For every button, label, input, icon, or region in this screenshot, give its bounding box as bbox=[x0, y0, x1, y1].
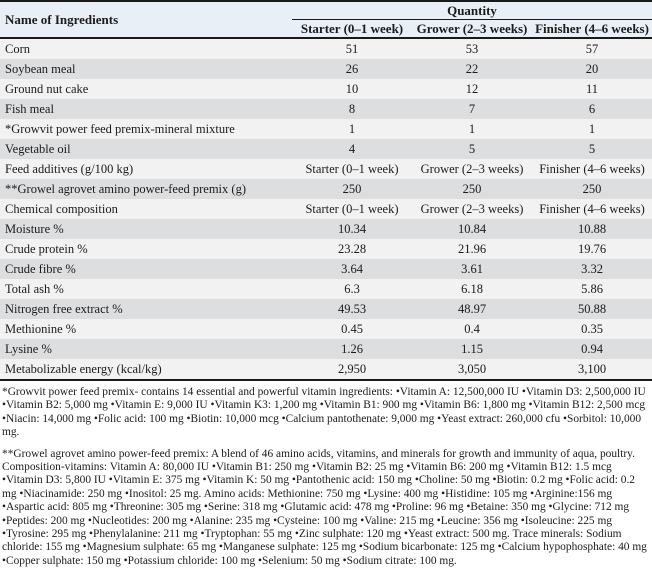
parameter-name-cell: Metabolizable energy (kcal/kg) bbox=[0, 359, 292, 381]
finisher-value-cell: 57 bbox=[532, 38, 652, 59]
finisher-value-cell: 0.94 bbox=[532, 339, 652, 359]
parameter-name-cell: Nitrogen free extract % bbox=[0, 299, 292, 319]
parameter-name-cell: Lysine % bbox=[0, 339, 292, 359]
ingredient-name-cell: *Growvit power feed premix-mineral mixtu… bbox=[0, 119, 292, 139]
starter-value-cell: 3.64 bbox=[292, 259, 412, 279]
ingredient-name-cell: Fish meal bbox=[0, 99, 292, 119]
grower-period-cell: Grower (2–3 weeks) bbox=[412, 199, 532, 219]
finisher-value-cell: 11 bbox=[532, 79, 652, 99]
table-row-fish-meal: Fish meal 8 7 6 bbox=[0, 99, 652, 119]
ingredient-name-cell: Soybean meal bbox=[0, 59, 292, 79]
starter-value-cell: 4 bbox=[292, 139, 412, 159]
finisher-value-cell: 5.86 bbox=[532, 279, 652, 299]
finisher-value-cell: 1 bbox=[532, 119, 652, 139]
starter-value-cell: 49.53 bbox=[292, 299, 412, 319]
starter-value-cell: 8 bbox=[292, 99, 412, 119]
grower-value-cell: 53 bbox=[412, 38, 532, 59]
section-label-cell: Chemical composition bbox=[0, 199, 292, 219]
grower-value-cell: 3.61 bbox=[412, 259, 532, 279]
table-row-moisture: Moisture % 10.34 10.84 10.88 bbox=[0, 219, 652, 239]
table-row-vegetable-oil: Vegetable oil 4 5 5 bbox=[0, 139, 652, 159]
finisher-value-cell: 5 bbox=[532, 139, 652, 159]
header-row-periods: Starter (0–1 week) Grower (2–3 weeks) Fi… bbox=[0, 19, 652, 39]
starter-value-cell: 26 bbox=[292, 59, 412, 79]
ingredient-name-cell: **Growel agrovet amino power-feed premix… bbox=[0, 179, 292, 199]
starter-value-cell: 0.45 bbox=[292, 319, 412, 339]
finisher-value-cell: 250 bbox=[532, 179, 652, 199]
parameter-name-cell: Total ash % bbox=[0, 279, 292, 299]
finisher-value-cell: 0.35 bbox=[532, 319, 652, 339]
table-row-soybean-meal: Soybean meal 26 22 20 bbox=[0, 59, 652, 79]
table-body: Corn 51 53 57 Soybean meal 26 22 20 Grou… bbox=[0, 38, 652, 381]
feed-ingredients-table: Name of Ingredients Quantity Starter (0–… bbox=[0, 0, 652, 381]
table-row-growvit-premix: *Growvit power feed premix-mineral mixtu… bbox=[0, 119, 652, 139]
finisher-period-cell: Finisher (4–6 weeks) bbox=[532, 159, 652, 179]
grower-value-cell: 1.15 bbox=[412, 339, 532, 359]
column-header-grower: Grower (2–3 weeks) bbox=[412, 19, 532, 39]
finisher-period-cell: Finisher (4–6 weeks) bbox=[532, 199, 652, 219]
grower-value-cell: 1 bbox=[412, 119, 532, 139]
grower-value-cell: 7 bbox=[412, 99, 532, 119]
table-row-crude-protein: Crude protein % 23.28 21.96 19.76 bbox=[0, 239, 652, 259]
ingredient-name-cell: Vegetable oil bbox=[0, 139, 292, 159]
grower-value-cell: 48.97 bbox=[412, 299, 532, 319]
parameter-name-cell: Methionine % bbox=[0, 319, 292, 339]
grower-period-cell: Grower (2–3 weeks) bbox=[412, 159, 532, 179]
table-footnotes: *Growvit power feed premix- contains 14 … bbox=[0, 381, 652, 568]
table-row-corn: Corn 51 53 57 bbox=[0, 38, 652, 59]
starter-value-cell: 2,950 bbox=[292, 359, 412, 381]
ingredient-name-cell: Ground nut cake bbox=[0, 79, 292, 99]
footnote-growel-premix: **Growel agrovet amino power-feed premix… bbox=[2, 447, 647, 567]
ingredient-name-cell: Corn bbox=[0, 38, 292, 59]
table-header: Name of Ingredients Quantity Starter (0–… bbox=[0, 1, 652, 39]
table-row-growel-premix: **Growel agrovet amino power-feed premix… bbox=[0, 179, 652, 199]
parameter-name-cell: Moisture % bbox=[0, 219, 292, 239]
table-row-nitrogen-free-extract: Nitrogen free extract % 49.53 48.97 50.8… bbox=[0, 299, 652, 319]
starter-value-cell: 10.34 bbox=[292, 219, 412, 239]
finisher-value-cell: 3.32 bbox=[532, 259, 652, 279]
finisher-value-cell: 3,100 bbox=[532, 359, 652, 381]
table-row-chemical-composition-section: Chemical composition Starter (0–1 week) … bbox=[0, 199, 652, 219]
table-row-ground-nut-cake: Ground nut cake 10 12 11 bbox=[0, 79, 652, 99]
grower-value-cell: 12 bbox=[412, 79, 532, 99]
grower-value-cell: 6.18 bbox=[412, 279, 532, 299]
column-header-finisher: Finisher (4–6 weeks) bbox=[532, 19, 652, 39]
table-row-methionine: Methionine % 0.45 0.4 0.35 bbox=[0, 319, 652, 339]
column-header-name-of-ingredients: Name of Ingredients bbox=[0, 1, 292, 39]
finisher-value-cell: 20 bbox=[532, 59, 652, 79]
section-label-cell: Feed additives (g/100 kg) bbox=[0, 159, 292, 179]
starter-value-cell: 10 bbox=[292, 79, 412, 99]
finisher-value-cell: 50.88 bbox=[532, 299, 652, 319]
table-row-metabolizable-energy: Metabolizable energy (kcal/kg) 2,950 3,0… bbox=[0, 359, 652, 381]
grower-value-cell: 10.84 bbox=[412, 219, 532, 239]
table-row-crude-fibre: Crude fibre % 3.64 3.61 3.32 bbox=[0, 259, 652, 279]
grower-value-cell: 250 bbox=[412, 179, 532, 199]
starter-period-cell: Starter (0–1 week) bbox=[292, 159, 412, 179]
parameter-name-cell: Crude protein % bbox=[0, 239, 292, 259]
table-row-feed-additives-section: Feed additives (g/100 kg) Starter (0–1 w… bbox=[0, 159, 652, 179]
table-row-lysine: Lysine % 1.26 1.15 0.94 bbox=[0, 339, 652, 359]
starter-value-cell: 1 bbox=[292, 119, 412, 139]
starter-value-cell: 23.28 bbox=[292, 239, 412, 259]
grower-value-cell: 5 bbox=[412, 139, 532, 159]
grower-value-cell: 0.4 bbox=[412, 319, 532, 339]
starter-period-cell: Starter (0–1 week) bbox=[292, 199, 412, 219]
finisher-value-cell: 10.88 bbox=[532, 219, 652, 239]
finisher-value-cell: 19.76 bbox=[532, 239, 652, 259]
finisher-value-cell: 6 bbox=[532, 99, 652, 119]
starter-value-cell: 1.26 bbox=[292, 339, 412, 359]
grower-value-cell: 21.96 bbox=[412, 239, 532, 259]
starter-value-cell: 6.3 bbox=[292, 279, 412, 299]
header-row-quantity: Name of Ingredients Quantity bbox=[0, 1, 652, 39]
column-header-starter: Starter (0–1 week) bbox=[292, 19, 412, 39]
starter-value-cell: 250 bbox=[292, 179, 412, 199]
parameter-name-cell: Crude fibre % bbox=[0, 259, 292, 279]
column-group-header-quantity: Quantity bbox=[292, 1, 652, 20]
starter-value-cell: 51 bbox=[292, 38, 412, 59]
footnote-growvit-premix: *Growvit power feed premix- contains 14 … bbox=[2, 386, 646, 439]
grower-value-cell: 22 bbox=[412, 59, 532, 79]
grower-value-cell: 3,050 bbox=[412, 359, 532, 381]
table-row-total-ash: Total ash % 6.3 6.18 5.86 bbox=[0, 279, 652, 299]
